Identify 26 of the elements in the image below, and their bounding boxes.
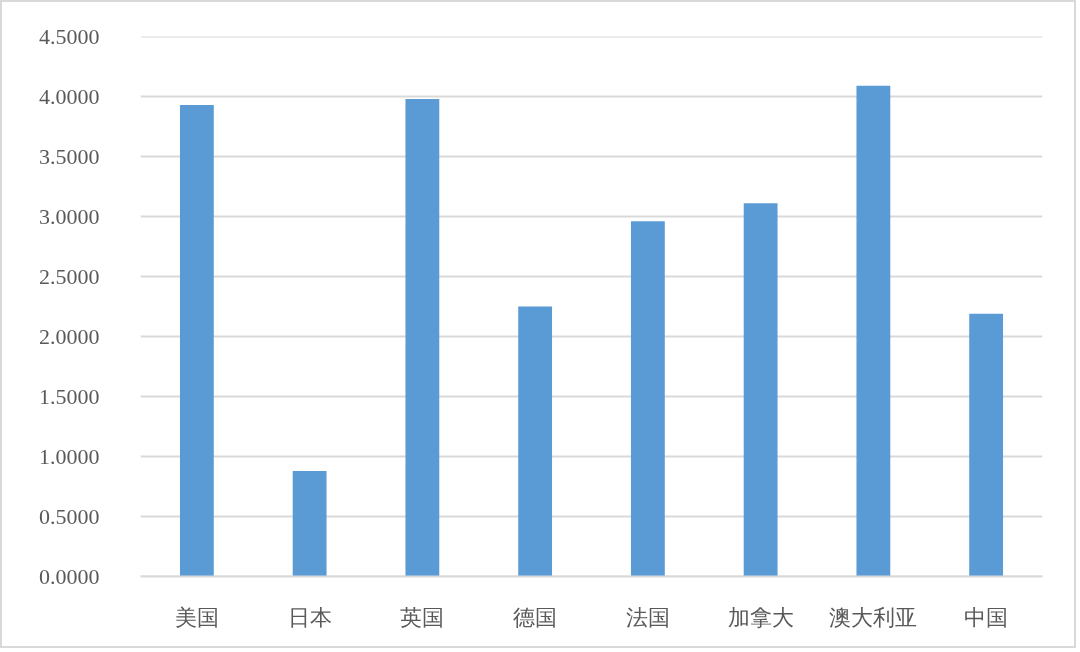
bar xyxy=(518,306,553,577)
y-tick-label: 4.5000 xyxy=(39,23,100,49)
bar xyxy=(179,104,214,577)
y-tick-label: 1.5000 xyxy=(39,383,100,409)
x-tick-label: 中国 xyxy=(964,604,1009,630)
y-tick-label: 3.5000 xyxy=(39,143,100,169)
x-tick-label: 德国 xyxy=(513,604,558,630)
x-tick-label: 美国 xyxy=(174,604,219,630)
y-tick-label: 2.5000 xyxy=(39,263,100,289)
bar xyxy=(405,98,440,577)
y-tick-label: 1.0000 xyxy=(39,443,100,469)
x-tick-label: 加拿大 xyxy=(727,604,794,630)
bar xyxy=(969,313,1004,577)
bar xyxy=(630,221,665,577)
x-tick-label: 英国 xyxy=(400,604,445,630)
y-tick-label: 2.0000 xyxy=(39,323,100,349)
y-tick-label: 0.0000 xyxy=(39,563,100,589)
x-tick-label: 日本 xyxy=(287,604,332,630)
bar xyxy=(743,203,778,577)
bar xyxy=(856,85,891,577)
y-tick-label: 0.5000 xyxy=(39,503,100,529)
x-tick-label: 法国 xyxy=(625,604,670,630)
y-tick-label: 3.0000 xyxy=(39,203,100,229)
bar xyxy=(292,470,327,577)
x-tick-label: 澳大利亚 xyxy=(829,604,918,630)
y-tick-label: 4.0000 xyxy=(39,83,100,109)
